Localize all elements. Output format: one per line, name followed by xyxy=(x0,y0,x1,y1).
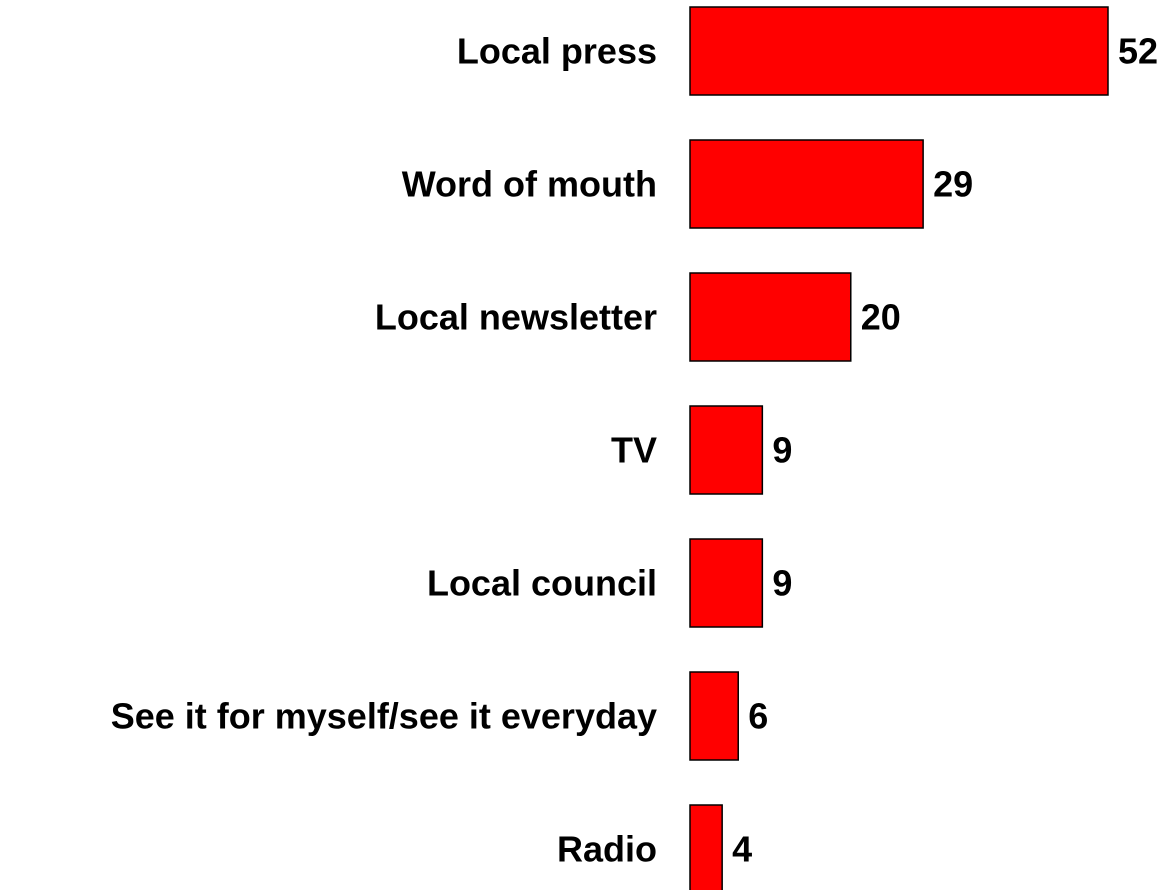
bar xyxy=(689,405,764,495)
category-label: TV xyxy=(611,430,657,471)
bar xyxy=(689,139,924,229)
value-label: 9 xyxy=(772,430,792,471)
category-label: Local press xyxy=(457,31,657,72)
category-label: Radio xyxy=(557,829,657,870)
bar xyxy=(689,671,739,761)
value-label: 6 xyxy=(748,696,768,737)
value-label: 9 xyxy=(772,563,792,604)
value-label: 20 xyxy=(861,297,901,338)
value-labels-layer: 52 29 20 9 9 6 4 xyxy=(732,31,1158,870)
value-label: 29 xyxy=(933,164,973,205)
category-labels-layer: Local press Word of mouth Local newsletter… xyxy=(111,31,657,870)
bar xyxy=(689,538,764,628)
value-label: 4 xyxy=(732,829,752,870)
bar xyxy=(689,272,852,362)
category-label: Local council xyxy=(427,563,657,604)
value-label: 52 xyxy=(1118,31,1158,72)
category-label: Local newsletter xyxy=(375,297,657,338)
bar xyxy=(689,804,723,890)
bars-layer xyxy=(689,6,1109,890)
category-label: Word of mouth xyxy=(402,164,657,205)
bar xyxy=(689,6,1109,96)
category-label: See it for myself/see it everyday xyxy=(111,696,657,737)
